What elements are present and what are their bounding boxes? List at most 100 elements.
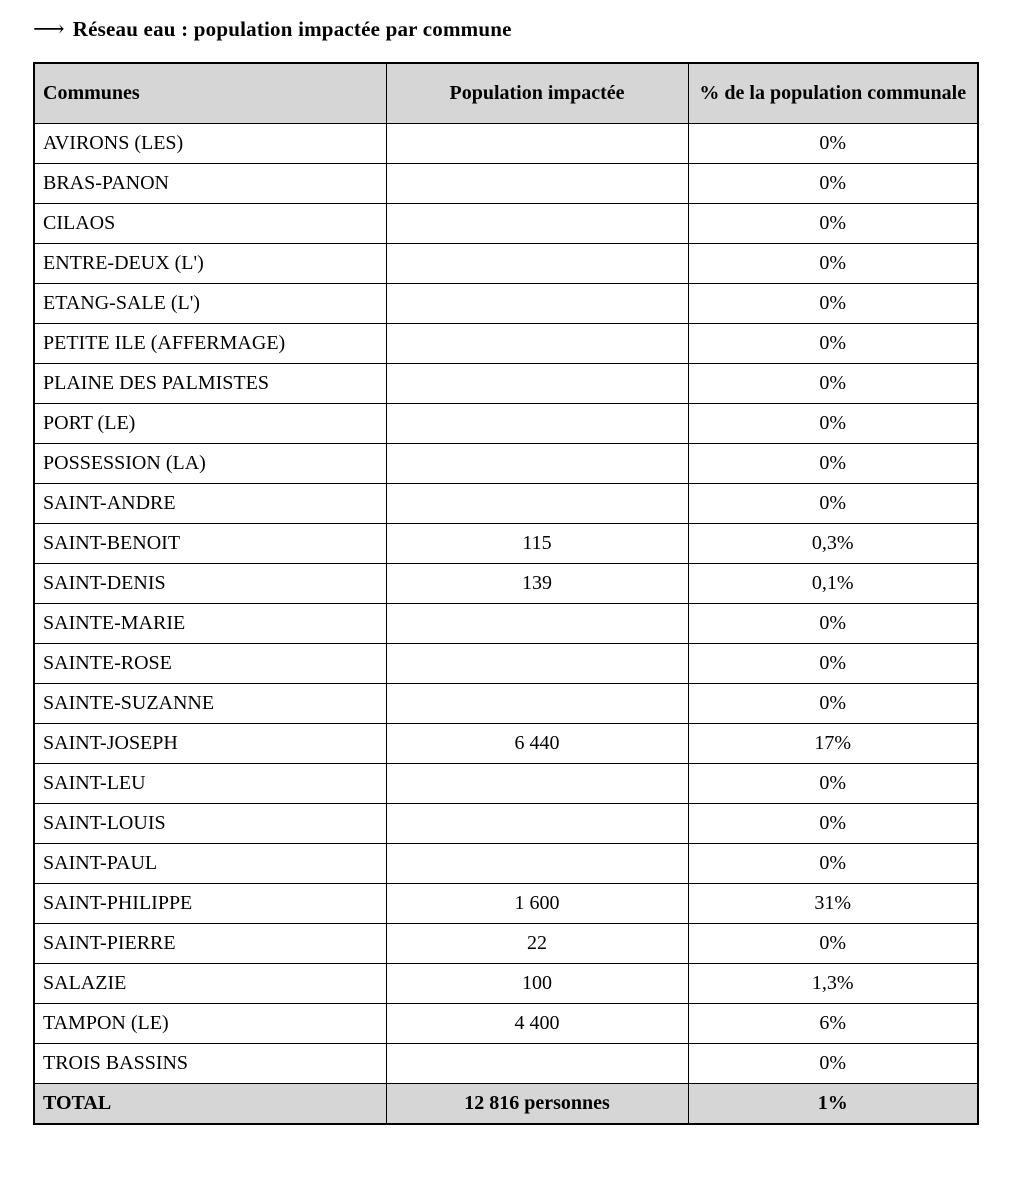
population-cell [385, 682, 689, 724]
percent-cell: 0% [687, 402, 979, 444]
table-row: SAINT-BENOIT 115 0,3% [33, 522, 979, 564]
commune-cell: SAINT-ANDRE [33, 482, 387, 524]
commune-cell: BRAS-PANON [33, 162, 387, 204]
population-cell [385, 842, 689, 884]
table-row: POSSESSION (LA) 0% [33, 442, 979, 484]
commune-cell: PLAINE DES PALMISTES [33, 362, 387, 404]
table-row: SAINTE-ROSE 0% [33, 642, 979, 684]
table-row: SAINT-PHILIPPE 1 600 31% [33, 882, 979, 924]
table-row: SAINTE-MARIE 0% [33, 602, 979, 644]
table-row: TAMPON (LE) 4 400 6% [33, 1002, 979, 1044]
population-cell: 4 400 [385, 1002, 689, 1044]
commune-cell: ETANG-SALE (L') [33, 282, 387, 324]
table-row: AVIRONS (LES) 0% [33, 122, 979, 164]
percent-cell: 0% [687, 122, 979, 164]
percent-cell: 0% [687, 842, 979, 884]
percent-cell: 0% [687, 282, 979, 324]
header-communes: Communes [33, 62, 387, 124]
percent-cell: 1,3% [687, 962, 979, 1004]
population-cell: 115 [385, 522, 689, 564]
page-title-text: Réseau eau : population impactée par com… [72, 17, 512, 41]
population-cell [385, 162, 689, 204]
table-body: AVIRONS (LES) 0% BRAS-PANON 0% CILAOS 0% ENTRE… [33, 122, 979, 1084]
table-row: SAINT-DENIS 139 0,1% [33, 562, 979, 604]
commune-cell: SAINT-PIERRE [33, 922, 387, 964]
table-row: ENTRE-DEUX (L') 0% [33, 242, 979, 284]
commune-cell: SAINT-DENIS [33, 562, 387, 604]
percent-cell: 0% [687, 802, 979, 844]
table-row: PLAINE DES PALMISTES 0% [33, 362, 979, 404]
commune-cell: SAINT-LOUIS [33, 802, 387, 844]
percent-cell: 31% [687, 882, 979, 924]
header-population: Population impactée [385, 62, 689, 124]
table-row: ETANG-SALE (L') 0% [33, 282, 979, 324]
table-row: SAINT-PIERRE 22 0% [33, 922, 979, 964]
population-cell [385, 1042, 689, 1084]
commune-cell: ENTRE-DEUX (L') [33, 242, 387, 284]
population-cell [385, 642, 689, 684]
population-cell [385, 202, 689, 244]
percent-cell: 0% [687, 682, 979, 724]
commune-cell: PETITE ILE (AFFERMAGE) [33, 322, 387, 364]
population-cell [385, 362, 689, 404]
population-cell: 139 [385, 562, 689, 604]
commune-cell: SAINTE-ROSE [33, 642, 387, 684]
table-row: SAINT-ANDRE 0% [33, 482, 979, 524]
commune-cell: PORT (LE) [33, 402, 387, 444]
population-cell [385, 602, 689, 644]
population-cell [385, 442, 689, 484]
population-table: Communes Population impactée % de la pop… [33, 62, 979, 1125]
commune-cell: SAINT-JOSEPH [33, 722, 387, 764]
percent-cell: 0% [687, 362, 979, 404]
arrow-icon: ⟶ [33, 16, 65, 41]
header-percent: % de la population communale [687, 62, 979, 124]
percent-cell: 0% [687, 602, 979, 644]
population-cell: 6 440 [385, 722, 689, 764]
table-row: SAINT-LOUIS 0% [33, 802, 979, 844]
commune-cell: SAINT-PHILIPPE [33, 882, 387, 924]
percent-cell: 0% [687, 922, 979, 964]
table-row: TROIS BASSINS 0% [33, 1042, 979, 1084]
percent-cell: 0,3% [687, 522, 979, 564]
table-row: SAINTE-SUZANNE 0% [33, 682, 979, 724]
population-cell [385, 482, 689, 524]
percent-cell: 0% [687, 242, 979, 284]
population-cell [385, 122, 689, 164]
table-header: Communes Population impactée % de la pop… [33, 62, 979, 124]
total-population: 12 816 personnes [385, 1082, 689, 1125]
total-row: TOTAL 12 816 personnes 1% [33, 1082, 979, 1125]
total-label: TOTAL [33, 1082, 387, 1125]
percent-cell: 17% [687, 722, 979, 764]
percent-cell: 0% [687, 482, 979, 524]
commune-cell: SAINT-BENOIT [33, 522, 387, 564]
population-cell [385, 282, 689, 324]
percent-cell: 0,1% [687, 562, 979, 604]
population-cell: 1 600 [385, 882, 689, 924]
percent-cell: 0% [687, 322, 979, 364]
percent-cell: 0% [687, 442, 979, 484]
population-cell [385, 762, 689, 804]
commune-cell: SAINTE-MARIE [33, 602, 387, 644]
table-row: CILAOS 0% [33, 202, 979, 244]
commune-cell: SALAZIE [33, 962, 387, 1004]
population-cell: 22 [385, 922, 689, 964]
table-row: PETITE ILE (AFFERMAGE) 0% [33, 322, 979, 364]
table-row: SALAZIE 100 1,3% [33, 962, 979, 1004]
commune-cell: SAINTE-SUZANNE [33, 682, 387, 724]
total-percent: 1% [687, 1082, 979, 1125]
population-cell [385, 322, 689, 364]
percent-cell: 6% [687, 1002, 979, 1044]
table-row: SAINT-PAUL 0% [33, 842, 979, 884]
page-title: ⟶ Réseau eau : population impactée par co… [33, 16, 977, 42]
population-cell: 100 [385, 962, 689, 1004]
table-row: SAINT-JOSEPH 6 440 17% [33, 722, 979, 764]
table-row: SAINT-LEU 0% [33, 762, 979, 804]
header-row: Communes Population impactée % de la pop… [33, 62, 979, 124]
commune-cell: TROIS BASSINS [33, 1042, 387, 1084]
commune-cell: AVIRONS (LES) [33, 122, 387, 164]
commune-cell: SAINT-PAUL [33, 842, 387, 884]
table-footer: TOTAL 12 816 personnes 1% [33, 1082, 979, 1125]
commune-cell: POSSESSION (LA) [33, 442, 387, 484]
percent-cell: 0% [687, 1042, 979, 1084]
